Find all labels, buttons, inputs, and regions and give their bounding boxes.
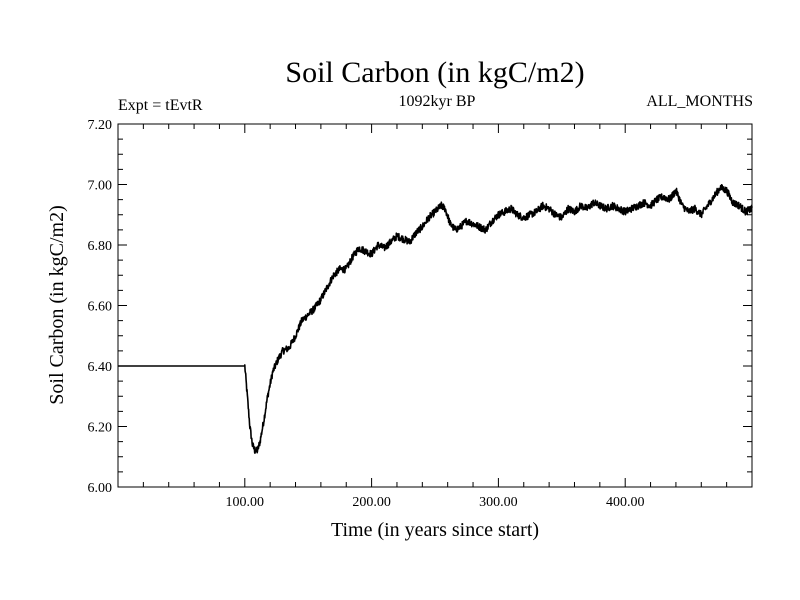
y-tick-label: 7.00 [88,179,113,194]
chart-subtitle: 1092kyr BP [399,93,476,110]
x-tick-label: 400.00 [606,495,645,510]
x-tick-label: 300.00 [479,495,518,510]
x-tick-label: 100.00 [226,495,265,510]
y-tick-label: 6.40 [88,360,113,375]
y-tick-label: 6.60 [88,300,113,315]
y-tick-label: 6.20 [88,421,113,436]
x-tick-label: 200.00 [352,495,391,510]
plot-frame [117,123,753,488]
y-tick-label: 6.80 [88,239,113,254]
chart-title: Soil Carbon (in kgC/m2) [285,56,584,89]
y-axis-label: Soil Carbon (in kgC/m2) [46,205,68,404]
x-axis-label: Time (in years since start) [331,519,539,541]
months-label: ALL_MONTHS [646,93,753,110]
experiment-label: Expt = tEvtR [118,97,203,114]
y-tick-label: 7.20 [88,118,113,133]
y-tick-label: 6.00 [88,481,113,496]
soil-carbon-series-line [118,184,753,454]
axis-ticks [118,124,752,487]
tick-labels: 100.00 200.00 300.00 400.00 6.00 6.20 6.40 6.60… [88,118,645,510]
